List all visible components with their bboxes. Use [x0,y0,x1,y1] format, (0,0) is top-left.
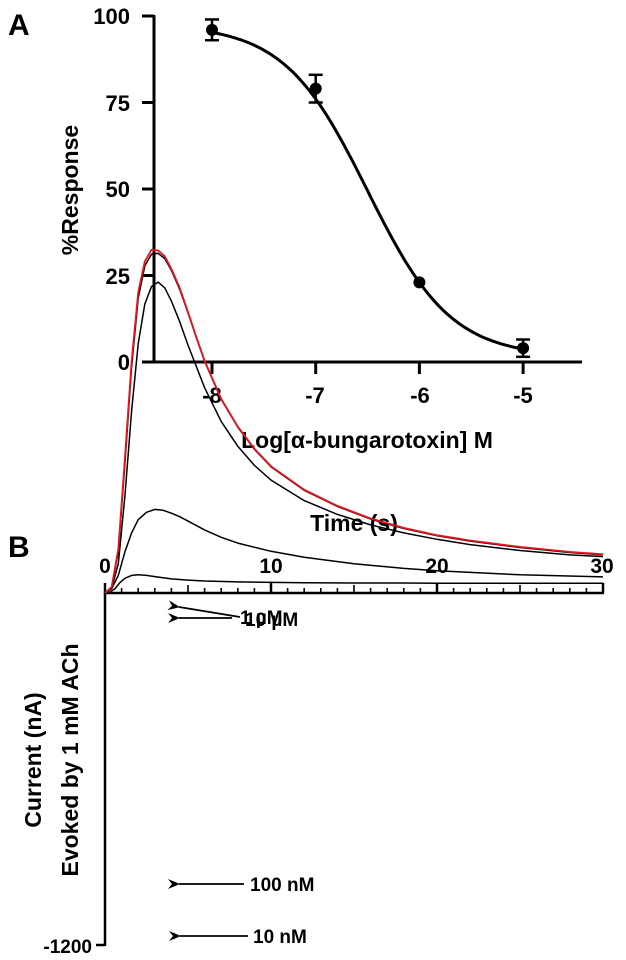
trace-control-red [104,248,604,594]
a-data-point-2 [413,276,426,289]
panel-b: B Time (s) 0 10 20 30 -1200 Current (nA)… [8,248,614,958]
trace-10-uM [104,574,603,594]
arrow-10-uM [167,600,241,618]
a-ytick-label-75: 75 [106,91,130,116]
b-y-axis-title-line2: Evoked by 1 mM ACh [57,643,83,876]
a-data-point-1 [309,82,322,95]
a-y-axis-title: %Response [57,125,83,255]
panel-label-b: B [8,531,30,564]
panel-a: A 100 75 50 25 0 -8 -7 -6 -5 Log[α-bunga… [8,4,582,453]
a-xtick-label-neg6: -6 [410,383,430,408]
b-xtick-label-10: 10 [259,555,282,578]
b-xtick-label-20: 20 [425,555,448,578]
b-xtick-label-0: 0 [99,555,111,578]
a-xtick-label-neg5: -5 [513,383,533,408]
a-fit-curve [211,30,524,351]
b-xtick-label-30: 30 [590,555,613,578]
b-ytick-label-neg1200: -1200 [43,937,92,958]
a-ytick-label-0: 0 [118,350,130,375]
b-y-axis-title-line1: Current (nA) [20,692,46,827]
annotation-10-nM: 10 nM [253,927,307,948]
a-ytick-label-50: 50 [106,177,130,202]
trace-1-uM [104,508,604,594]
a-xtick-label-neg7: -7 [305,383,325,408]
annotation-100-nM: 100 nM [250,875,314,896]
panel-label-a: A [8,9,30,42]
annotation-1-uM: 1 µM [240,608,283,629]
a-ytick-label-100: 100 [93,4,130,29]
a-x-axis-title: Log[α-bungarotoxin] M [241,427,493,453]
annotation-10-uM: 10 µM [245,610,298,631]
a-data-point-0 [206,23,218,36]
trace-100-nM [104,281,604,594]
a-ytick-label-25: 25 [106,264,130,289]
a-data-point-3 [517,342,530,355]
trace-10-nM [104,252,604,594]
